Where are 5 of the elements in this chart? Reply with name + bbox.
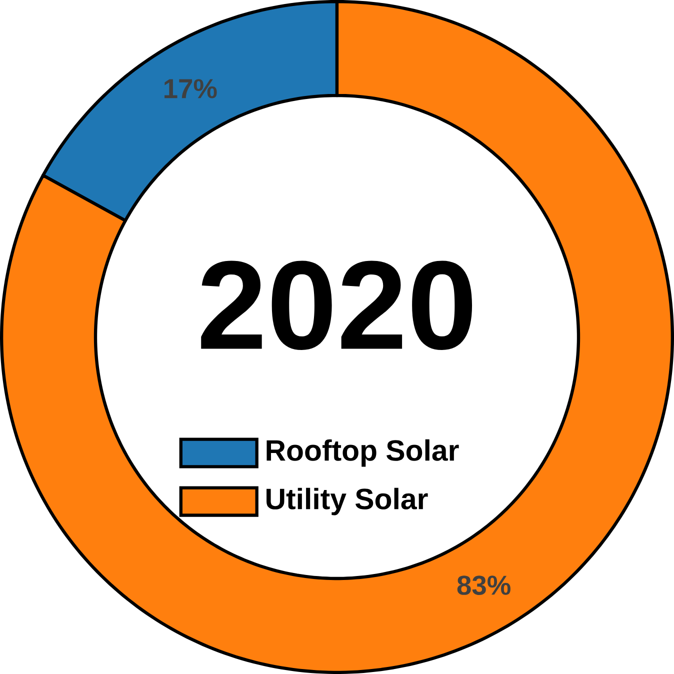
legend-label: Utility Solar <box>266 488 428 516</box>
data-label: 83% <box>457 576 510 595</box>
text: 2020 <box>201 260 472 350</box>
data-label: 17% <box>164 79 217 98</box>
legend-label: Rooftop Solar <box>266 439 459 467</box>
